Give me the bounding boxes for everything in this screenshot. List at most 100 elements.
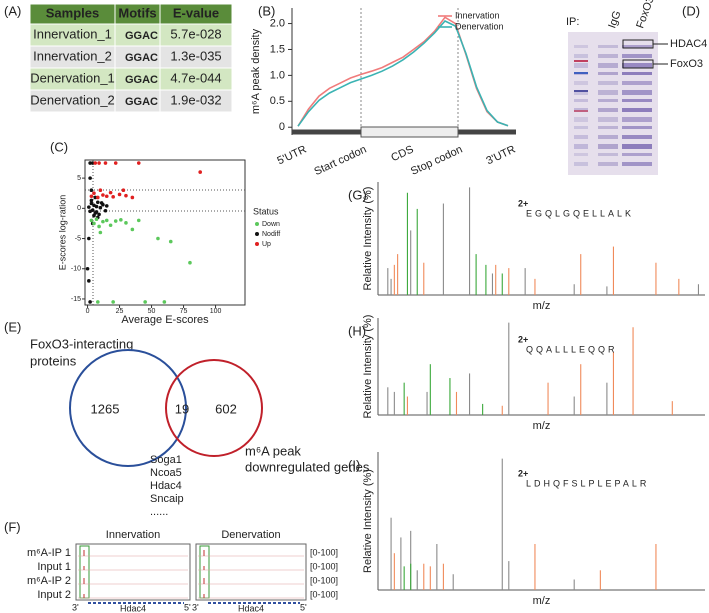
y-axis-label: Relative Intensity (%) — [362, 315, 374, 419]
track-frame — [75, 543, 191, 601]
data-point — [101, 193, 105, 197]
ladder-band — [574, 60, 588, 62]
gel-band — [622, 162, 652, 166]
region-label: 3'UTR — [484, 143, 517, 167]
charge-state: 2+ — [518, 468, 528, 478]
data-point — [93, 161, 98, 165]
legend-label: Denervation — [455, 21, 504, 31]
table-text: 4.7e-044 — [170, 70, 221, 85]
data-point — [89, 218, 94, 223]
legend-label: Innervation — [455, 10, 500, 20]
gene-end: 5' — [184, 602, 191, 612]
data-point — [94, 210, 99, 214]
panel-label: (I) — [348, 457, 360, 472]
table-cell — [159, 89, 233, 113]
condition-label: Innervation — [106, 529, 160, 541]
gel-band — [574, 117, 588, 122]
data-point — [88, 161, 92, 165]
motif-logo: GGAC — [125, 74, 158, 86]
motif-logo: GGAC — [125, 52, 158, 64]
data-point — [89, 194, 94, 199]
y-tick-label: 2.0 — [270, 17, 285, 29]
data-point — [94, 217, 99, 222]
data-point — [97, 224, 101, 229]
y-tick-label: 0 — [77, 205, 81, 212]
gel-band — [622, 54, 652, 58]
x-axis-label: m/z — [533, 300, 551, 312]
legend-title: Status — [253, 206, 279, 216]
data-point — [94, 204, 99, 209]
legend-swatch — [255, 242, 259, 246]
gel-band — [622, 153, 652, 156]
data-point — [92, 221, 96, 226]
cds-box — [360, 126, 459, 138]
ladder-band — [574, 72, 588, 74]
gel-band — [574, 144, 588, 149]
band-label: HDAC4 — [670, 38, 707, 50]
data-point — [88, 300, 92, 304]
legend-swatch — [255, 232, 259, 236]
track-label: m⁶A-IP 2 — [27, 575, 71, 587]
legend-label: Nodiff — [262, 231, 280, 238]
gel-band — [622, 99, 652, 102]
gel-band — [574, 99, 588, 102]
data-point — [88, 176, 92, 180]
gene-name: Hdac4 — [238, 603, 264, 613]
gel-band — [598, 144, 618, 149]
data-point — [103, 208, 108, 213]
set-count: 19 — [175, 401, 189, 416]
peptide-sequence: EGQLGQELLALK — [526, 208, 634, 218]
data-point — [93, 195, 98, 200]
gene-name: Hdac4 — [120, 603, 146, 613]
set-label: FoxO3-interacting — [30, 336, 133, 351]
gel-band — [622, 108, 652, 112]
table-text: Denervation_1 — [30, 70, 115, 85]
data-point — [111, 195, 115, 199]
data-point — [97, 161, 101, 165]
gel-band — [622, 72, 652, 75]
panel-label: (E) — [4, 319, 21, 334]
set-label: m⁶A peak — [245, 443, 301, 458]
data-point — [111, 300, 115, 304]
x-tick-label: 100 — [210, 308, 222, 315]
table-text: 5.7e-028 — [170, 26, 221, 41]
track-frame — [195, 543, 307, 601]
table-text: Innervation_2 — [33, 48, 112, 63]
panel-label: (B) — [258, 3, 275, 18]
data-point — [87, 279, 91, 283]
gel-band — [598, 162, 618, 166]
y-axis-label: E-scores log-ration — [57, 195, 67, 271]
gel-band — [622, 45, 652, 48]
gel-band — [598, 135, 618, 139]
data-point — [96, 195, 100, 200]
x-tick-label: 0 — [86, 308, 90, 315]
track-range: [0-100] — [310, 547, 338, 557]
region-label: Start codon — [312, 143, 368, 178]
x-tick-label: 50 — [148, 308, 156, 315]
density-line — [297, 20, 509, 127]
gel-band — [598, 90, 618, 95]
region-label: CDS — [389, 143, 415, 164]
track-range: [0-100] — [310, 589, 338, 599]
data-point — [104, 218, 109, 223]
venn-circle — [69, 349, 187, 467]
gel-band — [622, 81, 652, 85]
data-point — [113, 161, 118, 165]
x-tick-label: 25 — [116, 308, 124, 315]
data-point — [136, 218, 141, 223]
set-count: 602 — [215, 401, 237, 416]
gel-band — [574, 54, 588, 58]
gene-name: Soga1 — [150, 454, 182, 466]
gel-band — [622, 63, 652, 68]
y-tick-label: 5 — [77, 175, 81, 182]
data-point — [156, 236, 160, 241]
charge-state: 2+ — [518, 198, 528, 208]
x-axis-label: Average E-scores — [121, 314, 209, 326]
gene-name: Ncoa5 — [150, 467, 182, 479]
panel-label: (A) — [4, 3, 21, 18]
data-point — [90, 161, 95, 165]
data-point — [99, 201, 104, 205]
y-tick-label: 0.5 — [270, 95, 285, 107]
gel-band — [598, 126, 618, 129]
